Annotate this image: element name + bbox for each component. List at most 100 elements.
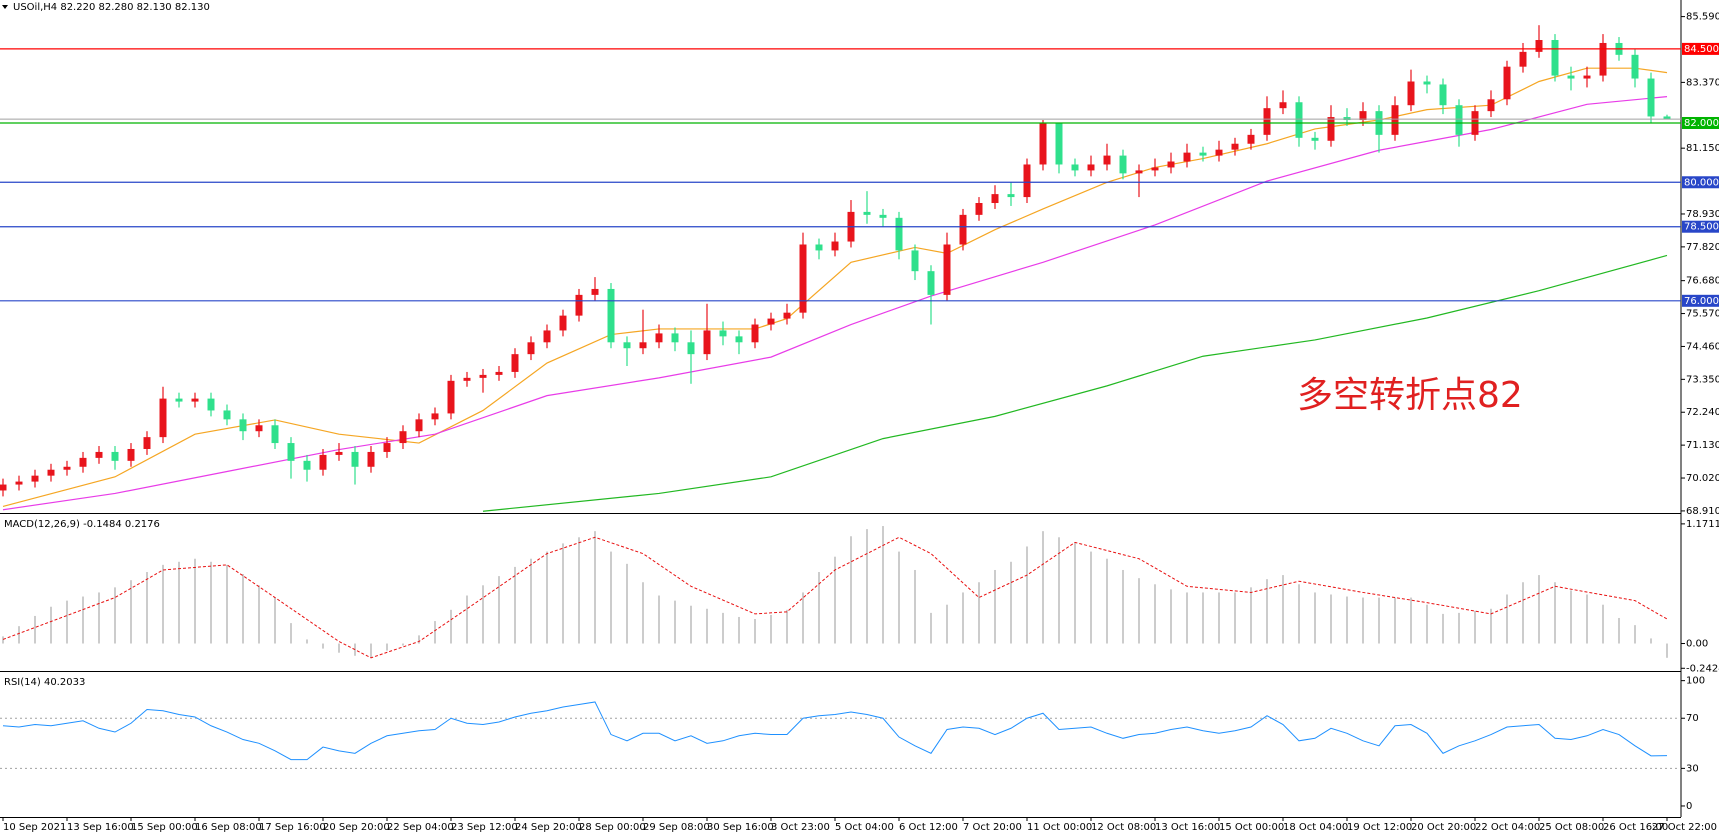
candle-body bbox=[1071, 164, 1079, 171]
level-label-bg bbox=[1682, 294, 1719, 307]
candle-body bbox=[767, 318, 775, 325]
y-tick-label: 83.370 bbox=[1686, 77, 1719, 88]
candle-body bbox=[1135, 170, 1143, 174]
rsi-line bbox=[2, 701, 1668, 761]
candle-body bbox=[831, 241, 839, 251]
chart-title: USOil,H4 82.220 82.280 82.130 82.130 bbox=[13, 2, 210, 13]
candle-body bbox=[687, 342, 695, 355]
y-tick-label: 76.680 bbox=[1686, 276, 1719, 287]
candle-body bbox=[111, 451, 119, 461]
candle-body bbox=[927, 271, 935, 295]
candle-body bbox=[1343, 117, 1351, 121]
candle-body bbox=[1103, 155, 1111, 165]
candle-body bbox=[1167, 161, 1175, 168]
candle-body bbox=[799, 244, 807, 313]
candle-body bbox=[431, 413, 439, 420]
candle-body bbox=[879, 214, 887, 218]
candle-body bbox=[207, 398, 215, 411]
x-tick-label: 17 Sep 16:00 bbox=[259, 822, 326, 833]
candle-body bbox=[239, 419, 247, 432]
symbol-menu-arrow[interactable] bbox=[2, 5, 8, 9]
candle-body bbox=[815, 244, 823, 251]
candle-body bbox=[543, 330, 551, 343]
x-tick-label: 30 Sep 16:00 bbox=[707, 822, 774, 833]
candle-body bbox=[1455, 105, 1463, 135]
candle-body bbox=[79, 457, 87, 467]
candle-body bbox=[191, 398, 199, 402]
level-label: 76.000 bbox=[1684, 296, 1719, 307]
candle-body bbox=[303, 460, 311, 470]
candle-body bbox=[1551, 40, 1559, 76]
y-tick-label: 73.350 bbox=[1686, 374, 1719, 385]
moving-average bbox=[2, 96, 1668, 511]
candle-body bbox=[1327, 117, 1335, 141]
level-label: 80.000 bbox=[1684, 177, 1719, 188]
x-tick-label: 12 Oct 08:00 bbox=[1091, 822, 1156, 833]
x-tick-label: 20 Sep 20:00 bbox=[323, 822, 390, 833]
x-tick-label: 28 Sep 00:00 bbox=[579, 822, 646, 833]
candle-body bbox=[1583, 75, 1591, 79]
y-tick-label: 85.590 bbox=[1686, 12, 1719, 23]
candle-body bbox=[1503, 66, 1511, 100]
y-tick-label: 100 bbox=[1686, 676, 1705, 687]
candle-body bbox=[943, 244, 951, 295]
x-tick-label: 29 Sep 08:00 bbox=[643, 822, 710, 833]
y-tick-label: -0.2424 bbox=[1686, 663, 1719, 674]
candle-body bbox=[1279, 102, 1287, 109]
candle-body bbox=[991, 194, 999, 204]
candle-body bbox=[47, 469, 55, 476]
candle-body bbox=[1647, 78, 1655, 117]
candle-body bbox=[671, 333, 679, 343]
candle-body bbox=[1407, 81, 1415, 106]
level-label: 82.000 bbox=[1684, 118, 1719, 129]
candle-body bbox=[415, 419, 423, 432]
candle-body bbox=[1231, 143, 1239, 150]
level-label-bg bbox=[1682, 116, 1719, 129]
candle-body bbox=[399, 431, 407, 444]
candle-body bbox=[1439, 84, 1447, 106]
y-tick-label: 0 bbox=[1686, 801, 1692, 812]
candle-body bbox=[1391, 105, 1399, 135]
candle-body bbox=[527, 342, 535, 355]
candle-body bbox=[895, 217, 903, 251]
candle-body bbox=[175, 398, 183, 402]
macd-title: MACD(12,26,9) -0.1484 0.2176 bbox=[4, 519, 160, 530]
macd-signal bbox=[2, 536, 1668, 659]
candle-body bbox=[575, 294, 583, 316]
x-tick-label: 20 Oct 20:00 bbox=[1411, 822, 1476, 833]
candle-body bbox=[255, 425, 263, 432]
y-tick-label: 71.130 bbox=[1686, 440, 1719, 451]
candle-body bbox=[1007, 194, 1015, 198]
x-tick-label: 24 Sep 20:00 bbox=[515, 822, 582, 833]
candle-body bbox=[1119, 155, 1127, 174]
candle-body bbox=[63, 466, 71, 470]
candle-body bbox=[479, 374, 487, 378]
candle-body bbox=[735, 336, 743, 343]
x-tick-label: 19 Oct 12:00 bbox=[1347, 822, 1412, 833]
candle-body bbox=[1631, 54, 1639, 79]
candle-body bbox=[1199, 152, 1207, 156]
y-tick-label: 81.150 bbox=[1686, 143, 1719, 154]
candle-body bbox=[1487, 99, 1495, 112]
x-tick-label: 6 Oct 12:00 bbox=[899, 822, 958, 833]
x-tick-label: 7 Oct 20:00 bbox=[963, 822, 1022, 833]
candle-body bbox=[1423, 81, 1431, 85]
x-tick-label: 5 Oct 04:00 bbox=[835, 822, 894, 833]
candle-body bbox=[95, 451, 103, 458]
x-tick-label: 23 Sep 12:00 bbox=[451, 822, 518, 833]
candle-body bbox=[1087, 164, 1095, 171]
candle-body bbox=[1359, 111, 1367, 121]
candle-body bbox=[287, 443, 295, 461]
candle-body bbox=[319, 454, 327, 470]
candle-body bbox=[1263, 108, 1271, 135]
candle-body bbox=[975, 203, 983, 215]
candle-body bbox=[703, 330, 711, 355]
candle-body bbox=[1519, 51, 1527, 67]
candle-body bbox=[1663, 116, 1671, 120]
candle-body bbox=[271, 425, 279, 444]
candle-body bbox=[783, 312, 791, 319]
x-tick-label: 15 Sep 00:00 bbox=[131, 822, 198, 833]
y-tick-label: 77.820 bbox=[1686, 242, 1719, 253]
